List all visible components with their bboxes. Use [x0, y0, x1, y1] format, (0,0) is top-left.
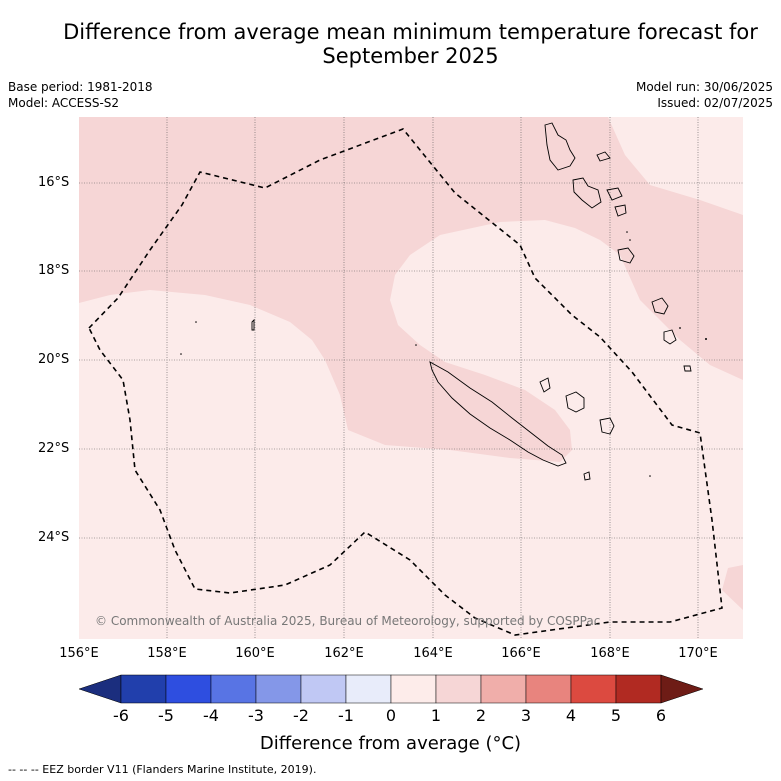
vanuatu-erromango [651, 297, 669, 315]
islet-dots [180, 231, 707, 477]
colorbar-tick: 0 [385, 706, 397, 725]
vanuatu-malekula [572, 177, 602, 209]
anomaly-band-edge [722, 565, 743, 610]
lon-label: 168°E [590, 646, 630, 661]
title-line-2: September 2025 [322, 44, 499, 68]
lon-label: 160°E [235, 646, 275, 661]
colorbar-tick: -5 [158, 706, 174, 725]
colorbar-bin [480, 674, 527, 704]
meta-left: Base period: 1981-2018 Model: ACCESS-S2 [8, 79, 153, 111]
colorbar-bin [525, 674, 572, 704]
eez-legend-note: -- -- -- EEZ border V11 (Flanders Marine… [8, 763, 317, 776]
issued-date: Issued: 02/07/2025 [657, 96, 773, 110]
colorbar-tick: -4 [203, 706, 219, 725]
anomaly-band-1-2 [79, 117, 743, 462]
colorbar [78, 674, 704, 704]
colorbar-bin [390, 674, 437, 704]
colorbar-tick: 1 [430, 706, 442, 725]
lat-label: 18°S [38, 263, 70, 278]
colorbar-bin [255, 674, 302, 704]
lon-label: 164°E [413, 646, 453, 661]
loyalty-island-1 [565, 391, 585, 413]
colorbar-bin [570, 674, 617, 704]
colorbar-bin [345, 674, 392, 704]
vanuatu-espiritu-santo [544, 122, 576, 171]
colorbar-bin [210, 674, 257, 704]
new-caledonia-island [429, 361, 567, 467]
colorbar-tick: -3 [248, 706, 264, 725]
map-title: Difference from average mean minimum tem… [40, 20, 781, 68]
chesterfield-islet [251, 318, 255, 331]
vanuatu-island-2 [596, 151, 611, 162]
colorbar-tick: -6 [113, 706, 129, 725]
colorbar-extend-high [660, 674, 704, 704]
colorbar-tick: 5 [610, 706, 622, 725]
lon-label: 158°E [147, 646, 187, 661]
lat-label: 22°S [38, 441, 70, 456]
model-name: Model: ACCESS-S2 [8, 96, 120, 110]
colorbar-tick: -2 [293, 706, 309, 725]
copyright-notice: © Commonwealth of Australia 2025, Bureau… [95, 614, 601, 628]
vanuatu-island-5 [614, 204, 627, 217]
colorbar-bin [165, 674, 212, 704]
loyalty-island-2 [599, 417, 615, 435]
title-line-1: Difference from average mean minimum tem… [63, 20, 758, 44]
lon-label: 170°E [678, 646, 718, 661]
colorbar-tick: 6 [655, 706, 667, 725]
lon-label: 162°E [324, 646, 364, 661]
vanuatu-island-4 [606, 187, 623, 201]
model-run: Model run: 30/06/2025 [635, 80, 773, 94]
colorbar-bin [615, 674, 662, 704]
colorbar-bin [300, 674, 347, 704]
colorbar-bin [435, 674, 482, 704]
isle-of-pines [583, 471, 591, 481]
meta-right: Model run: 30/06/2025 Issued: 02/07/2025 [636, 79, 773, 111]
colorbar-tick: -1 [338, 706, 354, 725]
lon-label: 166°E [501, 646, 541, 661]
eez-border [88, 128, 723, 636]
colorbar-label: Difference from average (°C) [259, 733, 522, 754]
vanuatu-efate [617, 247, 635, 264]
loyalty-island-3 [539, 377, 551, 393]
base-period: Base period: 1981-2018 [8, 80, 153, 94]
aneityum [683, 365, 692, 372]
lat-label: 24°S [38, 530, 70, 545]
lat-label: 16°S [38, 175, 70, 190]
colorbar-tick: 3 [520, 706, 532, 725]
colorbar-tick: 2 [475, 706, 487, 725]
vanuatu-tanna [663, 329, 677, 345]
colorbar-bin [120, 674, 167, 704]
lon-label: 156°E [59, 646, 99, 661]
colorbar-tick: 4 [565, 706, 577, 725]
lat-label: 20°S [38, 352, 70, 367]
colorbar-extend-low [78, 674, 122, 704]
coastlines [251, 122, 692, 481]
